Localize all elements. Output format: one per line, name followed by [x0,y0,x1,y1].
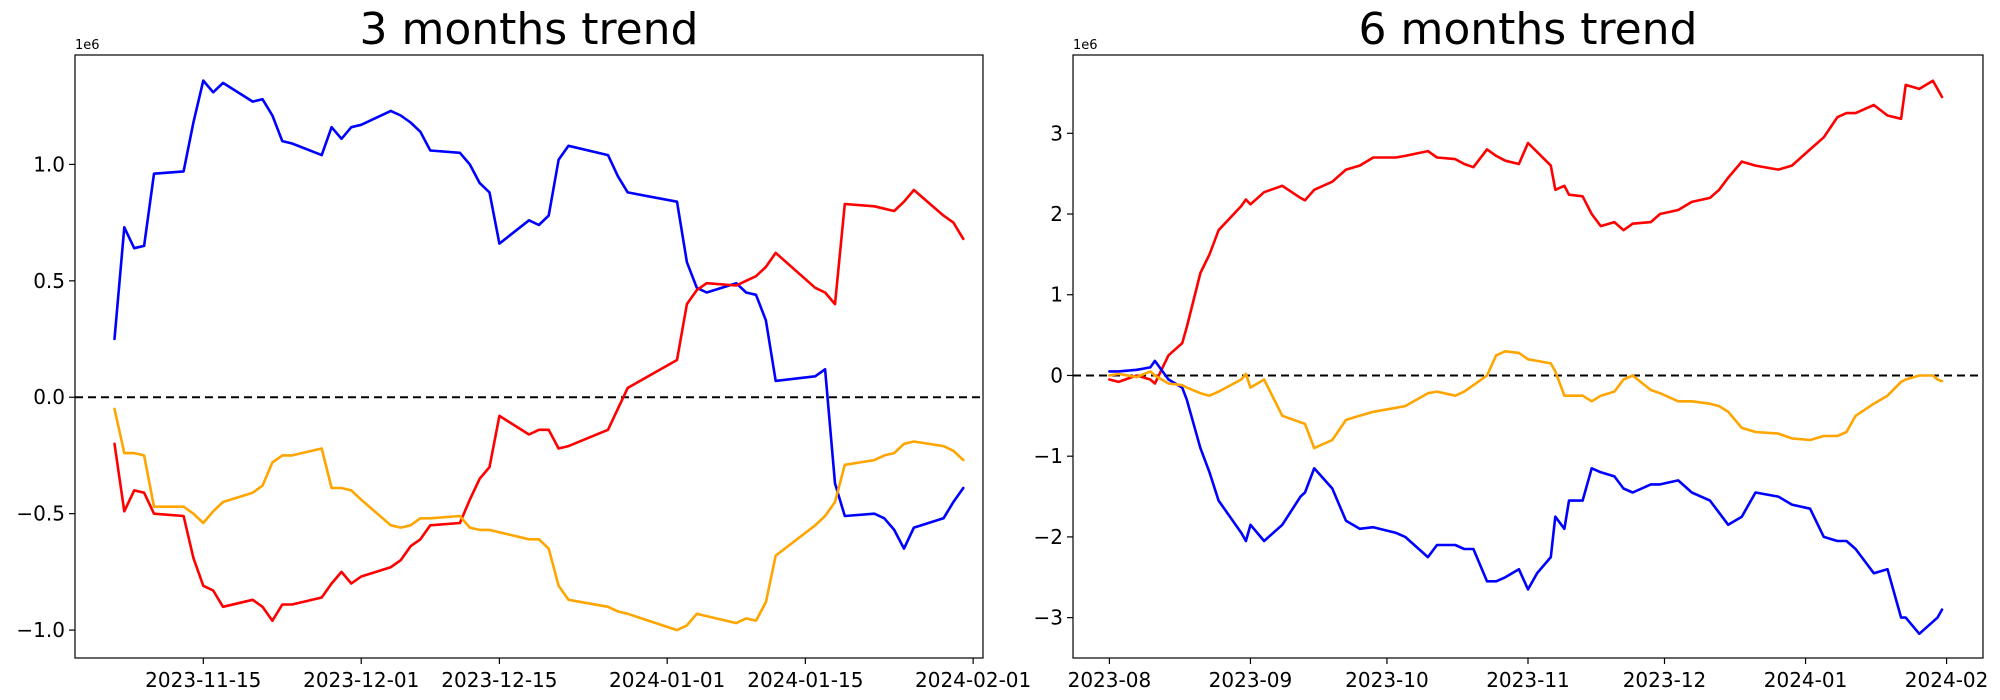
x-tick-label: 2024-01-01 [609,668,725,692]
x-tick-label: 2024-02 [1905,668,1989,692]
x-tick-label: 2023-12 [1623,668,1707,692]
x-tick-label: 2023-08 [1068,668,1152,692]
y-tick-label: −1 [1034,444,1063,468]
y-tick-label: 0.0 [33,385,65,409]
y-tick-label: 0 [1050,363,1063,387]
y-tick-label: −2 [1034,525,1063,549]
series-line-3 [1108,350,1944,450]
chart-panel-1: 3 months trend 1e6 −1.0 −0.5 0.0 0.5 1.0 2023-1… [16,4,1031,692]
y-tick-label: −1.0 [16,618,65,642]
x-tick-label: 2023-12-01 [303,668,419,692]
chart-title: 3 months trend [360,4,699,55]
series-line-2 [113,188,965,622]
y-tick-label: −0.5 [16,502,65,526]
series-group [1108,79,1944,636]
x-tick-label: 2024-01-15 [747,668,863,692]
y-tick-label: −3 [1034,606,1063,630]
x-tick-label: 2023-09 [1209,668,1293,692]
y-axis-offset-label: 1e6 [1073,38,1098,53]
x-tick-label: 2023-10 [1345,668,1429,692]
x-tick-label: 2024-01 [1764,668,1848,692]
series-line-1 [1108,79,1944,385]
chart-title: 6 months trend [1359,4,1698,55]
y-tick-label: 1 [1050,283,1063,307]
plot-frame [74,54,984,659]
y-axis-offset-label: 1e6 [75,38,100,53]
series-line-1 [113,79,965,550]
y-tick-label: 3 [1050,121,1063,145]
series-line-2 [1108,359,1944,636]
y-tick-label: 2 [1050,202,1063,226]
series-group [113,79,965,632]
x-tick-label: 2023-11 [1486,668,1570,692]
series-line-3 [113,407,965,632]
y-tick-label: 0.5 [33,269,65,293]
y-tick-label: 1.0 [33,152,65,176]
x-tick-label: 2023-11-15 [145,668,261,692]
x-tick-label: 2023-12-15 [441,668,557,692]
x-tick-label: 2024-02-01 [915,668,1031,692]
chart-panel-2: 6 months trend 1e6 −3 −2 −1 0 1 2 3 2023-08 2023-0… [1034,4,1989,692]
plot-frame [1072,54,1984,659]
